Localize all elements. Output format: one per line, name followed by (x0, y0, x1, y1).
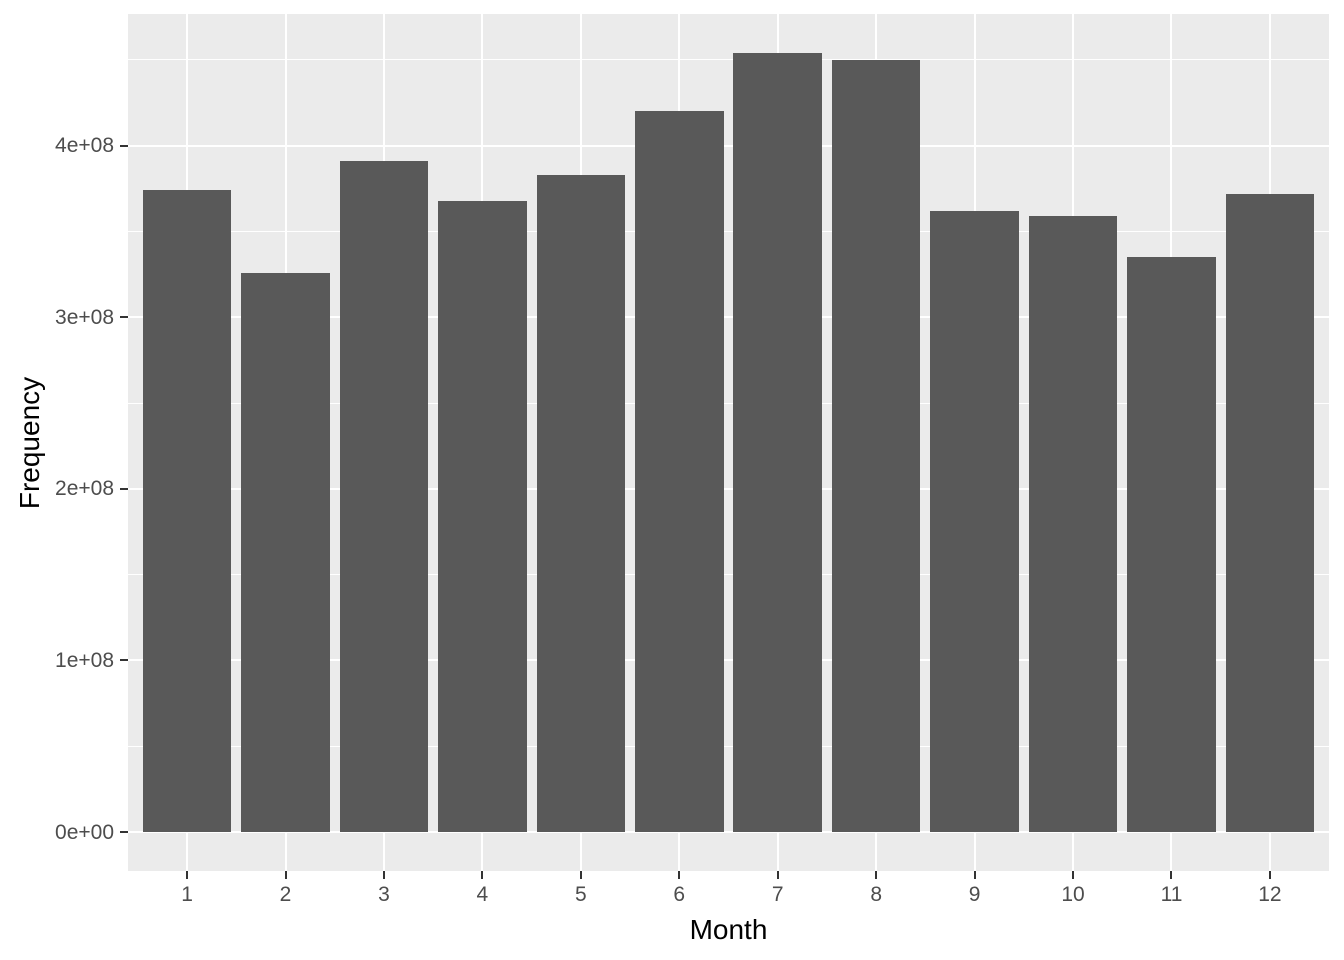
y-axis-tick-label: 1e+08 (55, 648, 114, 672)
x-axis-tick-label: 5 (574, 883, 587, 906)
gridline-major-horizontal (128, 659, 1329, 662)
bar-month-3 (339, 161, 429, 833)
x-axis-tick-mark (973, 871, 976, 879)
bar-month-8 (831, 59, 921, 833)
bar-month-10 (1028, 215, 1118, 833)
bar-month-11 (1127, 257, 1216, 833)
y-axis-tick-label: 2e+08 (55, 477, 114, 501)
plot-panel (128, 14, 1329, 871)
x-axis-tick-mark (382, 871, 385, 879)
gridline-major-horizontal (128, 316, 1329, 319)
x-axis-tick-label: 12 (1258, 883, 1282, 906)
bar-month-2 (241, 272, 330, 833)
bar-month-1 (142, 190, 232, 833)
y-axis-tick-mark (120, 144, 128, 147)
gridline-major-horizontal (128, 487, 1329, 490)
gridline-minor-horizontal (128, 745, 1329, 747)
bar-month-7 (733, 52, 823, 833)
x-axis-tick-label: 1 (181, 883, 193, 906)
bar-month-4 (438, 200, 527, 833)
gridline-minor-horizontal (128, 402, 1329, 404)
x-axis-tick-mark (481, 871, 484, 879)
x-axis-tick-label: 3 (378, 883, 390, 906)
y-axis-tick-mark (120, 316, 128, 319)
y-axis-tick-mark (120, 659, 128, 662)
bar-month-5 (536, 174, 626, 833)
y-axis-tick-label: 4e+08 (55, 134, 114, 158)
y-axis-tick-mark (120, 831, 128, 834)
y-axis-tick-mark (120, 487, 128, 490)
x-axis-tick-mark (284, 871, 287, 879)
x-axis-tick-mark (186, 871, 189, 879)
x-axis-tick-label: 4 (476, 883, 489, 906)
x-axis-tick-label: 9 (968, 883, 981, 906)
gridline-major-horizontal (128, 144, 1329, 147)
x-axis-tick-mark (1072, 871, 1075, 879)
gridline-minor-horizontal (128, 59, 1329, 61)
bar-month-9 (930, 210, 1019, 833)
bar-month-12 (1225, 193, 1315, 833)
x-axis-tick-label: 6 (673, 883, 686, 906)
x-axis-tick-label: 11 (1160, 883, 1183, 906)
gridline-major-horizontal (128, 831, 1329, 834)
x-axis-tick-label: 10 (1061, 883, 1085, 906)
bar-month-6 (634, 111, 724, 833)
x-axis-tick-mark (776, 871, 779, 879)
x-axis-tick-mark (1170, 871, 1173, 879)
x-axis-tick-mark (579, 871, 582, 879)
x-axis-title: Month (689, 914, 768, 945)
x-axis-tick-label: 8 (870, 883, 882, 906)
gridline-minor-horizontal (128, 230, 1329, 232)
x-axis-tick-label: 2 (279, 883, 292, 906)
x-axis-tick-label: 7 (771, 883, 784, 906)
y-axis-tick-label: 0e+00 (55, 820, 114, 844)
gridline-minor-horizontal (128, 574, 1329, 576)
x-axis-tick-mark (875, 871, 878, 879)
y-axis-tick-label: 3e+08 (55, 305, 114, 329)
x-axis-tick-mark (678, 871, 681, 879)
x-axis-tick-mark (1268, 871, 1271, 879)
